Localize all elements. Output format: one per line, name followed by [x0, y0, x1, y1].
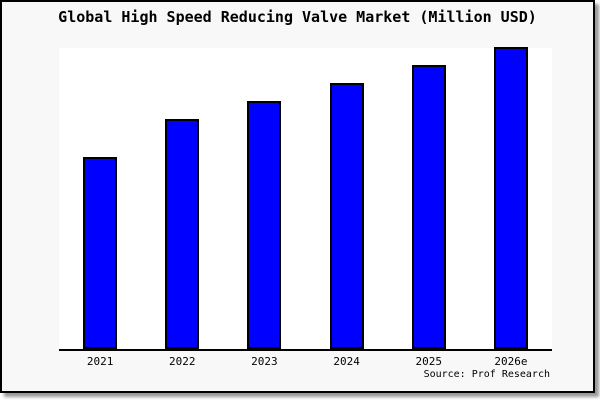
bar-2024 [329, 83, 364, 349]
bar-slot [59, 48, 141, 349]
plot-area [59, 47, 552, 351]
bar-2023 [247, 101, 282, 349]
x-tick-label-2024: 2024 [333, 355, 360, 368]
bar-slot [141, 48, 223, 349]
x-tick-label-2026e: 2026e [494, 355, 528, 368]
x-tick-label-2022: 2022 [169, 355, 196, 368]
chart-frame: Global High Speed Reducing Valve Market … [0, 0, 595, 393]
bar-2026e [493, 47, 528, 349]
bar-slot [388, 48, 470, 349]
bar-slot [306, 48, 388, 349]
chart-title: Global High Speed Reducing Valve Market … [58, 8, 537, 26]
bar-slot [470, 47, 552, 349]
bar-2022 [165, 119, 200, 349]
x-tick-label-2021: 2021 [86, 355, 114, 368]
x-tick-label-2023: 2023 [251, 355, 278, 368]
x-tick-label-2025: 2025 [415, 355, 443, 368]
bar-slot [223, 48, 305, 349]
bar-2025 [411, 65, 446, 349]
x-axis-labels: 2021 2022 2023 2024 2025 2026e [59, 355, 552, 368]
source-credit: Source: Prof Research [423, 369, 550, 380]
bar-2021 [83, 157, 118, 349]
bars [59, 47, 552, 349]
